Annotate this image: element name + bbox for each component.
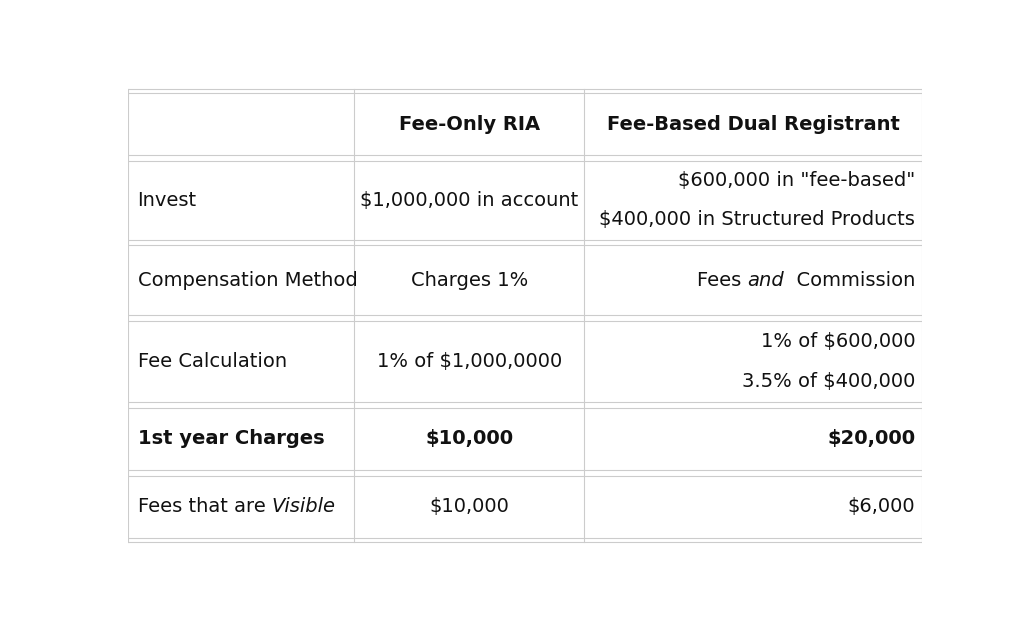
Text: Commission: Commission [784,271,915,290]
Text: $20,000: $20,000 [827,430,915,448]
Text: Fee Calculation: Fee Calculation [137,352,287,371]
Text: Invest: Invest [137,191,197,210]
Text: Fees: Fees [696,271,748,290]
Text: $600,000 in "fee-based": $600,000 in "fee-based" [678,171,915,190]
Text: 1st year Charges: 1st year Charges [137,430,325,448]
Text: Fees that are: Fees that are [137,497,271,516]
Text: $10,000: $10,000 [429,497,509,516]
Text: $1,000,000 in account: $1,000,000 in account [360,191,579,210]
Text: Compensation Method: Compensation Method [137,271,357,290]
Text: Fee-Based Dual Registrant: Fee-Based Dual Registrant [606,115,899,134]
Text: 1% of $600,000: 1% of $600,000 [761,332,915,351]
Text: and: and [748,271,784,290]
Text: Fee-Only RIA: Fee-Only RIA [398,115,540,134]
Text: Charges 1%: Charges 1% [411,271,528,290]
Text: Visible: Visible [271,497,336,516]
Text: $6,000: $6,000 [848,497,915,516]
Text: 3.5% of $400,000: 3.5% of $400,000 [741,373,915,391]
Text: $400,000 in Structured Products: $400,000 in Structured Products [599,210,915,229]
Text: 1% of $1,000,0000: 1% of $1,000,0000 [377,352,562,371]
Text: $10,000: $10,000 [425,430,513,448]
